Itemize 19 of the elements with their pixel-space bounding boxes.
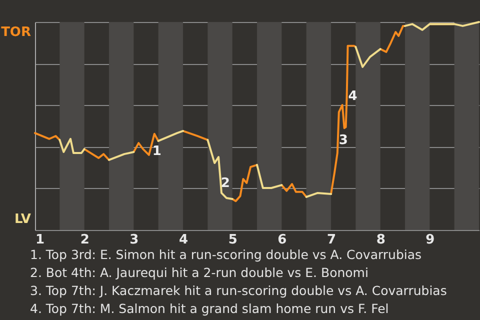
- x-tick-label: 4: [178, 232, 188, 248]
- text: 2. Bot 4th: A. Jaurequi hit a 2-run double vs E. Bonomi: [30, 264, 370, 282]
- text: 3. Top 7th: J. Kaczmarek hit a run-scoring double vs A. Covarrubias: [30, 282, 447, 300]
- annotation: 1: [152, 144, 162, 159]
- x-tick-label: 5: [228, 232, 238, 248]
- x-tick-label: 3: [130, 232, 139, 248]
- x-tick-label: 7: [326, 232, 336, 248]
- x-tick-label: 1: [36, 232, 45, 248]
- x-tick-label: 9: [426, 232, 435, 248]
- text: 4. Top 7th: M. Salmon hit a grand slam home run vs F. Fel: [30, 300, 390, 318]
- text: LV: [14, 212, 31, 227]
- annotation: 3: [338, 132, 348, 148]
- annotation: 4: [348, 89, 358, 104]
- x-tick-label: 6: [278, 232, 287, 248]
- x-tick-label: 2: [80, 232, 90, 248]
- annotation: 2: [220, 176, 230, 191]
- text: TOR: [1, 25, 31, 40]
- x-tick-label: 8: [376, 232, 386, 248]
- text: 1. Top 3rd: E. Simon hit a run-scoring double vs A. Covarrubias: [30, 246, 423, 264]
